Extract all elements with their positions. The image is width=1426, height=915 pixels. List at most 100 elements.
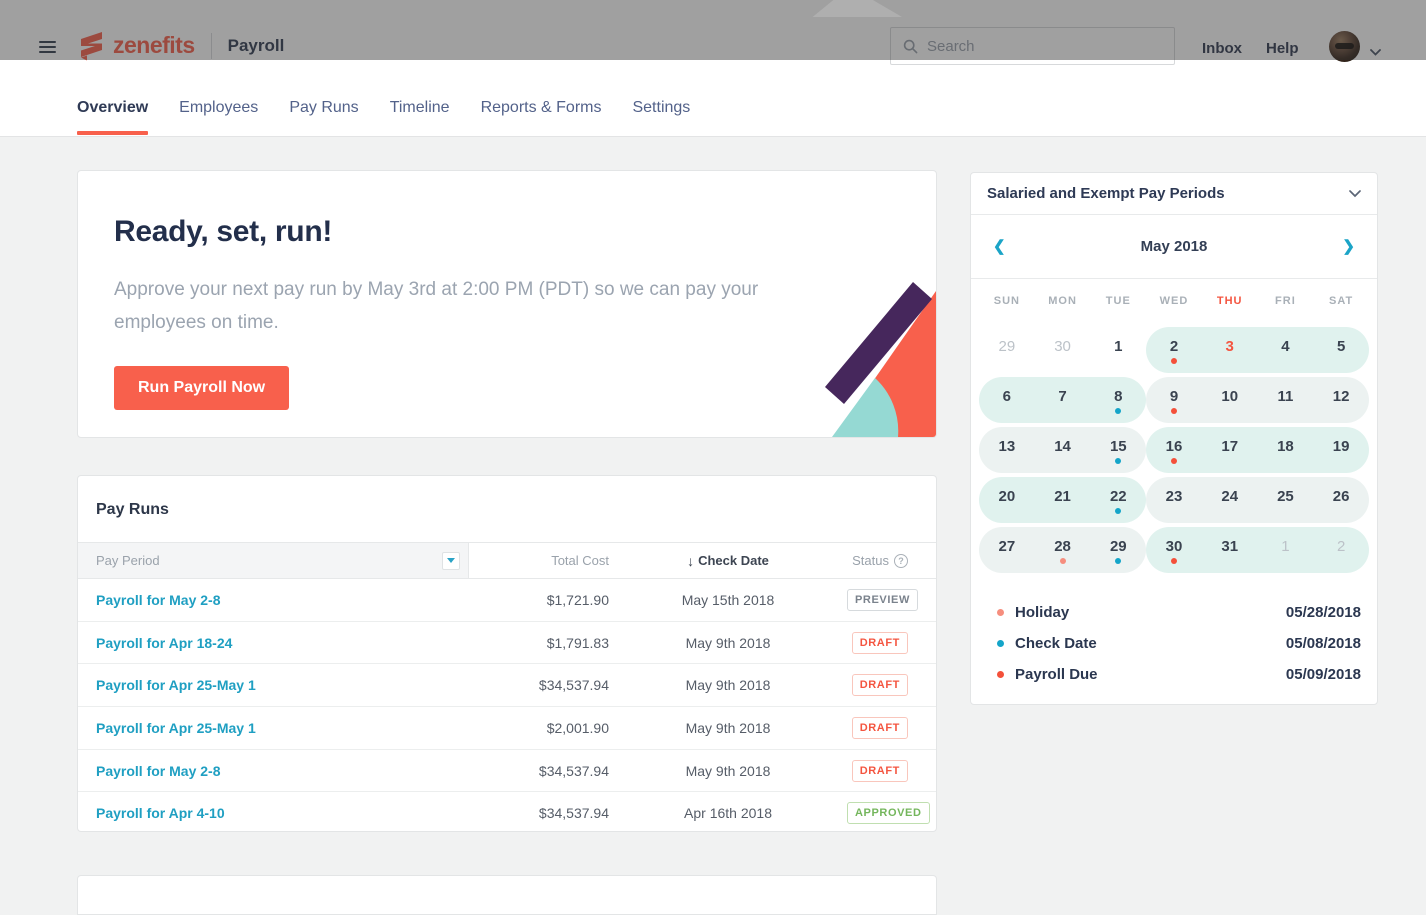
pay-run-link[interactable]: Payroll for May 2-8 bbox=[96, 591, 221, 608]
next-month-button[interactable]: ❯ bbox=[1342, 238, 1355, 255]
status-badge: APPROVED bbox=[847, 802, 930, 825]
teal-dot-icon bbox=[997, 640, 1004, 647]
pay-run-link[interactable]: Payroll for Apr 18-24 bbox=[96, 634, 233, 651]
calendar-week-row: 20 21 22 23 24 25 26 bbox=[979, 475, 1369, 525]
pay-period-pill bbox=[979, 527, 1147, 573]
calendar-day-30[interactable]: 30 bbox=[1146, 525, 1202, 575]
calendar-day-3[interactable]: 3 bbox=[1202, 325, 1258, 375]
calendar-day-12[interactable]: 12 bbox=[1313, 375, 1369, 425]
calendar-day-7[interactable]: 7 bbox=[1035, 375, 1091, 425]
hero-description: Approve your next pay run by May 3rd at … bbox=[114, 279, 759, 333]
day-number: 12 bbox=[1332, 388, 1350, 405]
column-status[interactable]: Status ? bbox=[847, 543, 936, 578]
tab-settings[interactable]: Settings bbox=[632, 99, 691, 116]
run-payroll-card: Ready, set, run! Approve your next pay r… bbox=[77, 170, 937, 438]
calendar-day-11[interactable]: 11 bbox=[1258, 375, 1314, 425]
calendar-day-26[interactable]: 26 bbox=[1313, 475, 1369, 525]
status-help-icon[interactable]: ? bbox=[894, 553, 908, 568]
calendar-day-4[interactable]: 4 bbox=[1258, 325, 1314, 375]
check-date-value: May 9th 2018 bbox=[685, 719, 771, 736]
day-number: 1 bbox=[1114, 338, 1123, 355]
calendar-day-27[interactable]: 27 bbox=[979, 525, 1035, 575]
pay-period-pill bbox=[979, 427, 1147, 473]
pay-run-link[interactable]: Payroll for Apr 25-May 1 bbox=[96, 677, 256, 694]
calendar-week-row: 6 7 8 9 10 11 12 bbox=[979, 375, 1369, 425]
calendar-day-30[interactable]: 30 bbox=[1035, 325, 1091, 375]
inbox-link[interactable]: Inbox bbox=[1202, 40, 1242, 57]
pay-periods-panel: Salaried and Exempt Pay Periods ❮ May 20… bbox=[970, 172, 1378, 705]
total-cost-value: $1,721.90 bbox=[546, 591, 609, 608]
tab-employees[interactable]: Employees bbox=[179, 99, 259, 116]
day-number: 28 bbox=[1054, 538, 1071, 555]
calendar-day-1[interactable]: 1 bbox=[1090, 325, 1146, 375]
user-avatar[interactable] bbox=[1329, 31, 1360, 62]
calendar-day-16[interactable]: 16 bbox=[1146, 425, 1202, 475]
search-box[interactable] bbox=[890, 27, 1175, 65]
user-menu-chevron-down-icon[interactable] bbox=[1370, 43, 1381, 61]
table-row: Payroll for Apr 4-10 $34,537.94 Apr 16th 2… bbox=[78, 792, 936, 834]
column-check-date[interactable]: ↓ Check Date bbox=[609, 543, 847, 578]
pay-period-pill bbox=[1146, 477, 1369, 523]
day-number: 24 bbox=[1221, 488, 1239, 505]
run-payroll-now-button[interactable]: Run Payroll Now bbox=[114, 366, 290, 411]
teal-dot-icon bbox=[1115, 408, 1122, 414]
next-section-card bbox=[77, 875, 937, 915]
search-input[interactable] bbox=[927, 37, 1157, 55]
calendar-day-14[interactable]: 14 bbox=[1035, 425, 1091, 475]
tab-overview[interactable]: Overview bbox=[77, 99, 149, 135]
calendar-day-29[interactable]: 29 bbox=[979, 325, 1035, 375]
column-total-cost[interactable]: Total Cost bbox=[551, 553, 609, 568]
help-link[interactable]: Help bbox=[1266, 40, 1299, 57]
tab-reports-forms[interactable]: Reports & Forms bbox=[480, 99, 602, 116]
product-title: Payroll bbox=[227, 35, 285, 55]
calendar-day-23[interactable]: 23 bbox=[1146, 475, 1202, 525]
check-date-value: Apr 16th 2018 bbox=[684, 805, 772, 822]
pay-runs-card: Pay Runs Pay Period Total Cost ↓ Check D… bbox=[77, 475, 937, 832]
weekday-mon: MON bbox=[1048, 295, 1077, 307]
calendar-day-2[interactable]: 2 bbox=[1313, 525, 1369, 575]
calendar-day-9[interactable]: 9 bbox=[1146, 375, 1202, 425]
calendar-day-21[interactable]: 21 bbox=[1035, 475, 1091, 525]
calendar-day-5[interactable]: 5 bbox=[1313, 325, 1369, 375]
calendar-day-18[interactable]: 18 bbox=[1258, 425, 1314, 475]
calendar-day-28[interactable]: 28 bbox=[1035, 525, 1091, 575]
pay-period-filter-dropdown[interactable] bbox=[442, 551, 460, 570]
hamburger-menu-icon[interactable] bbox=[39, 41, 56, 54]
tab-timeline[interactable]: Timeline bbox=[389, 99, 450, 116]
pay-run-link[interactable]: Payroll for Apr 4-10 bbox=[96, 805, 225, 822]
day-number: 6 bbox=[1002, 388, 1012, 405]
calendar-day-17[interactable]: 17 bbox=[1202, 425, 1258, 475]
calendar-day-25[interactable]: 25 bbox=[1258, 475, 1314, 525]
day-number: 5 bbox=[1336, 338, 1346, 355]
total-cost-value: $2,001.90 bbox=[546, 719, 609, 736]
calendar-day-8[interactable]: 8 bbox=[1090, 375, 1146, 425]
hero-title: Ready, set, run! bbox=[114, 215, 333, 248]
tab-pay-runs[interactable]: Pay Runs bbox=[289, 99, 359, 116]
calendar-day-13[interactable]: 13 bbox=[979, 425, 1035, 475]
pay-run-link[interactable]: Payroll for May 2-8 bbox=[96, 762, 221, 779]
day-number: 1 bbox=[1281, 538, 1290, 555]
calendar-day-31[interactable]: 31 bbox=[1202, 525, 1258, 575]
calendar-day-10[interactable]: 10 bbox=[1202, 375, 1258, 425]
pay-period-pill bbox=[1146, 527, 1369, 573]
prev-month-button[interactable]: ❮ bbox=[993, 238, 1006, 255]
calendar-day-6[interactable]: 6 bbox=[979, 375, 1035, 425]
teal-dot-icon bbox=[1115, 458, 1122, 464]
calendar-day-1[interactable]: 1 bbox=[1258, 525, 1314, 575]
calendar-day-19[interactable]: 19 bbox=[1313, 425, 1369, 475]
pay-period-type-selector[interactable]: Salaried and Exempt Pay Periods bbox=[971, 173, 1377, 215]
pay-period-pill bbox=[1146, 327, 1369, 373]
total-cost-value: $1,791.83 bbox=[546, 634, 609, 651]
weekday-sun: SUN bbox=[993, 295, 1020, 307]
salmon-dot-icon bbox=[1059, 558, 1066, 564]
calendar-day-20[interactable]: 20 bbox=[979, 475, 1035, 525]
pay-run-link[interactable]: Payroll for Apr 25-May 1 bbox=[96, 719, 256, 736]
day-number: 29 bbox=[1109, 538, 1127, 555]
pay-runs-table-header: Pay Period Total Cost ↓ Check Date Statu… bbox=[78, 542, 936, 579]
calendar-day-24[interactable]: 24 bbox=[1202, 475, 1258, 525]
check-date-value: May 9th 2018 bbox=[685, 634, 771, 651]
calendar-day-22[interactable]: 22 bbox=[1090, 475, 1146, 525]
calendar-day-2[interactable]: 2 bbox=[1146, 325, 1202, 375]
calendar-day-29[interactable]: 29 bbox=[1090, 525, 1146, 575]
calendar-day-15[interactable]: 15 bbox=[1090, 425, 1146, 475]
